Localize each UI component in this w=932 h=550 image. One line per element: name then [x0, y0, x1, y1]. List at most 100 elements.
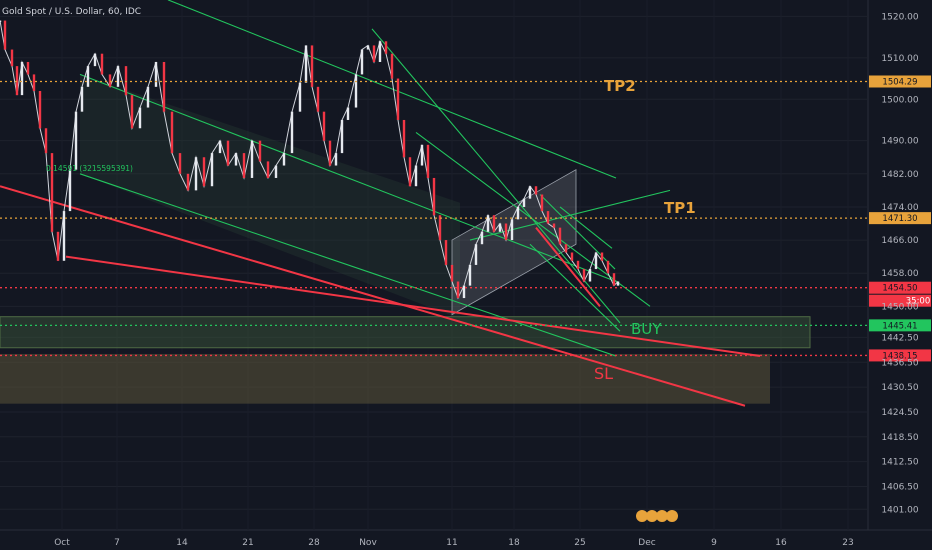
candle — [298, 82, 302, 112]
candle — [178, 153, 182, 174]
candle — [408, 157, 412, 187]
candle — [202, 157, 206, 187]
y-tick-label: 1490.00 — [881, 137, 918, 147]
y-tick-label: 1442.50 — [881, 333, 918, 343]
candle — [74, 111, 78, 170]
candle — [116, 66, 120, 87]
y-tick-label: 1466.00 — [881, 236, 918, 246]
candle — [304, 45, 308, 83]
candle — [492, 215, 496, 232]
x-tick-label: 18 — [508, 538, 520, 548]
x-tick-label: 14 — [176, 538, 188, 548]
candle — [612, 273, 616, 286]
candle — [124, 66, 128, 96]
x-tick-label: Nov — [359, 538, 377, 548]
tp2-label: TP2 — [604, 77, 636, 95]
x-tick-label: 11 — [446, 538, 457, 548]
earnings-icon[interactable] — [656, 510, 668, 522]
y-tick-label: 1401.00 — [881, 505, 918, 515]
candle — [402, 119, 406, 158]
earnings-icon[interactable] — [636, 510, 648, 522]
candle — [616, 281, 620, 286]
candle — [528, 186, 532, 199]
candle — [162, 61, 166, 112]
candle — [86, 66, 90, 87]
candle — [154, 61, 158, 87]
candle — [80, 86, 84, 112]
chart-title: Gold Spot / U.S. Dollar, 60, IDC — [2, 7, 141, 17]
candle — [20, 61, 24, 96]
candle — [100, 53, 104, 75]
level-badge-label: 1471.30 — [882, 214, 917, 224]
candle — [250, 140, 254, 178]
candle — [15, 66, 19, 96]
candle — [372, 45, 376, 62]
candle — [146, 86, 150, 108]
tp1-label: TP1 — [664, 199, 696, 217]
trend-line — [65, 255, 761, 358]
candle — [258, 140, 262, 162]
y-tick-label: 1458.00 — [881, 269, 918, 279]
y-tick-label: 1450.00 — [881, 302, 918, 312]
y-tick-label: 1424.50 — [881, 408, 918, 418]
candle — [510, 219, 514, 241]
level-badge-label: 1504.29 — [882, 77, 917, 87]
candle — [606, 260, 610, 274]
price-series — [0, 20, 620, 300]
candle — [564, 244, 568, 253]
event-icons[interactable] — [636, 510, 678, 522]
candle — [522, 198, 526, 207]
y-tick-label: 1520.00 — [881, 12, 918, 22]
candle — [328, 140, 332, 166]
candle — [38, 90, 42, 129]
price-zones — [0, 316, 811, 404]
candle — [44, 128, 48, 154]
candle — [534, 186, 538, 195]
candle — [282, 153, 286, 166]
candle — [0, 20, 2, 23]
x-tick-label: 16 — [775, 538, 787, 548]
trend-line — [535, 227, 601, 307]
candle — [588, 269, 592, 282]
candle — [378, 41, 382, 62]
level-badge — [869, 75, 931, 88]
candle — [68, 169, 72, 212]
candle — [334, 153, 338, 166]
candle — [50, 153, 54, 232]
y-tick-label: 1430.50 — [881, 383, 918, 393]
earnings-icon[interactable] — [666, 510, 678, 522]
candle — [226, 140, 230, 166]
candle — [366, 45, 370, 50]
candle — [62, 211, 66, 261]
buy-zone — [0, 316, 811, 349]
candle — [32, 74, 36, 91]
candle — [450, 264, 454, 282]
candle — [186, 173, 190, 191]
countdown-label: 35:00 — [906, 297, 931, 307]
x-tick-label: 23 — [842, 538, 853, 548]
level-badge — [869, 212, 931, 225]
candle — [444, 240, 448, 265]
candle — [600, 252, 604, 261]
candle — [540, 194, 544, 212]
descending-channel-fill — [80, 74, 460, 319]
trend-line — [0, 185, 746, 407]
x-tick-label: Oct — [54, 538, 70, 548]
candle — [594, 252, 598, 270]
candle — [266, 161, 270, 178]
stop-loss-zone — [0, 353, 770, 404]
horizontal-levels: 1504.29 1471.30 1454.50 1445.41 1438.15 35:00 — [0, 75, 931, 362]
candle — [242, 153, 246, 178]
candle — [354, 74, 358, 108]
x-tick-label: 7 — [114, 538, 120, 548]
candle — [360, 49, 364, 75]
candle — [480, 231, 484, 245]
candle — [56, 231, 60, 261]
candle — [468, 264, 472, 286]
level-badge — [869, 281, 931, 294]
earnings-icon[interactable] — [646, 510, 658, 522]
price-axis[interactable]: 1520.00 1510.00 1500.00 1490.00 1482.00 1474.… — [881, 12, 918, 515]
time-axis[interactable]: Oct 7 14 21 28 Nov 11 18 25 Dec 9 16 23 — [54, 538, 854, 548]
candle — [516, 206, 520, 220]
